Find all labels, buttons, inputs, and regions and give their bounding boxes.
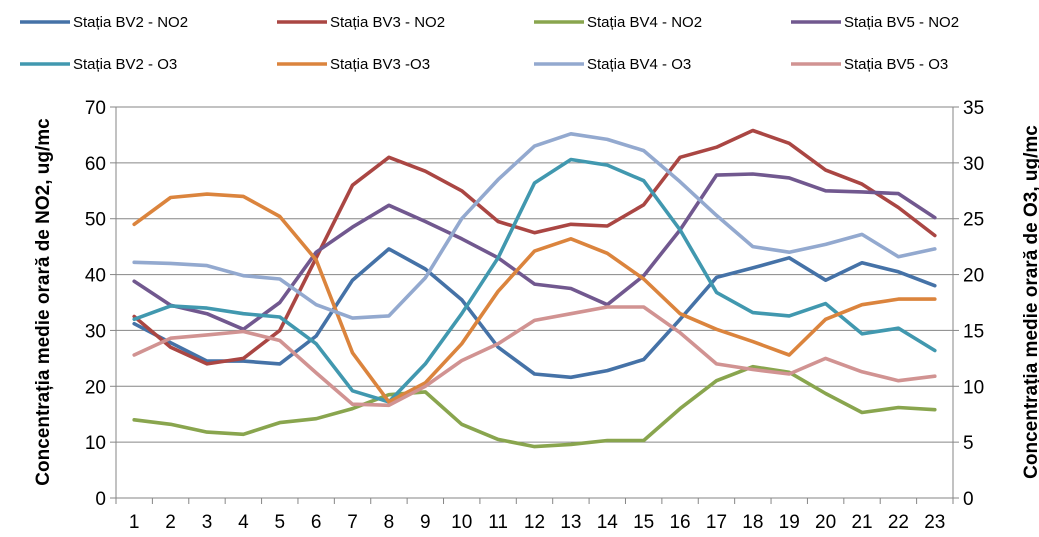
x-tick-label: 4 [238, 512, 249, 533]
x-tick-label: 12 [524, 512, 545, 533]
y-ticks-left: 0 10 20 30 40 50 60 70 [85, 98, 116, 510]
axes [115, 107, 954, 499]
x-tick-label: 22 [888, 512, 909, 533]
legend-label: Stația BV2 - NO2 [73, 14, 188, 31]
y-tick-left-label: 40 [85, 266, 106, 287]
x-tick-label: 3 [202, 512, 213, 533]
x-tick-label: 16 [669, 512, 690, 533]
legend: Stația BV2 - NO2 Stația BV3 - NO2 Stația B… [20, 14, 959, 73]
y-tick-right-label: 30 [963, 154, 984, 175]
y-tick-left-label: 10 [85, 433, 106, 454]
x-tick-label: 21 [851, 512, 872, 533]
y-tick-right-label: 5 [963, 433, 974, 454]
y-axis-right-title: Concentrația medie orară de O3, ug/mc [1021, 125, 1039, 479]
y-tick-left-label: 30 [85, 321, 106, 342]
x-tick-label: 7 [347, 512, 358, 533]
x-tick-label: 10 [451, 512, 472, 533]
y-axis-left-title: Concentrația medie orară de NO2, ug/mc [33, 118, 54, 486]
x-ticks: 1 2 3 4 5 6 7 8 9 10 11 12 13 14 15 16 17 18 19 20 21 22 23 [115, 498, 954, 533]
y-tick-right-label: 0 [963, 489, 974, 510]
x-tick-label: 17 [706, 512, 727, 533]
series-line-1 [132, 247, 937, 380]
series-lines [132, 128, 937, 449]
legend-label: Stația BV2 - O3 [73, 56, 177, 73]
x-tick-label: 13 [560, 512, 581, 533]
x-tick-label: 20 [815, 512, 836, 533]
x-tick-label: 6 [311, 512, 322, 533]
x-tick-label: 8 [384, 512, 395, 533]
legend-label: Stația BV3 - NO2 [330, 14, 445, 31]
series-line-2 [132, 128, 937, 366]
x-tick-label: 18 [742, 512, 763, 533]
y-tick-right-label: 20 [963, 266, 984, 287]
series-line-3 [132, 364, 937, 449]
x-tick-label: 9 [420, 512, 431, 533]
y-tick-right-label: 15 [963, 321, 984, 342]
legend-label: Stația BV5 - NO2 [844, 14, 959, 31]
series-line-4 [132, 172, 937, 332]
series-line-7 [132, 132, 937, 320]
x-tick-label: 19 [779, 512, 800, 533]
x-tick-label: 15 [633, 512, 654, 533]
y-tick-left-label: 70 [85, 98, 106, 119]
series-line-6 [132, 192, 937, 404]
x-tick-label: 11 [488, 512, 508, 533]
x-tick-label: 23 [924, 512, 945, 533]
series-line-8 [132, 305, 937, 408]
y-tick-right-label: 25 [963, 210, 984, 231]
gridlines [116, 106, 953, 443]
y-tick-left-label: 50 [85, 210, 106, 231]
x-tick-label: 14 [597, 512, 619, 533]
y-tick-right-label: 10 [963, 377, 984, 398]
y-ticks-right: 0 5 10 15 20 25 30 35 [953, 98, 984, 510]
y-tick-left-label: 60 [85, 154, 106, 175]
y-tick-right-label: 35 [963, 98, 984, 119]
legend-label: Stația BV4 - NO2 [587, 14, 702, 31]
series-line-5 [132, 157, 937, 404]
x-tick-label: 1 [129, 512, 140, 533]
x-tick-label: 2 [165, 512, 176, 533]
y-tick-left-label: 20 [85, 377, 106, 398]
legend-label: Stația BV4 - O3 [587, 56, 691, 73]
y-tick-left-label: 0 [95, 489, 106, 510]
legend-label: Stația BV3 -O3 [330, 56, 430, 73]
x-tick-label: 5 [274, 512, 285, 533]
legend-label: Stația BV5 - O3 [844, 56, 948, 73]
